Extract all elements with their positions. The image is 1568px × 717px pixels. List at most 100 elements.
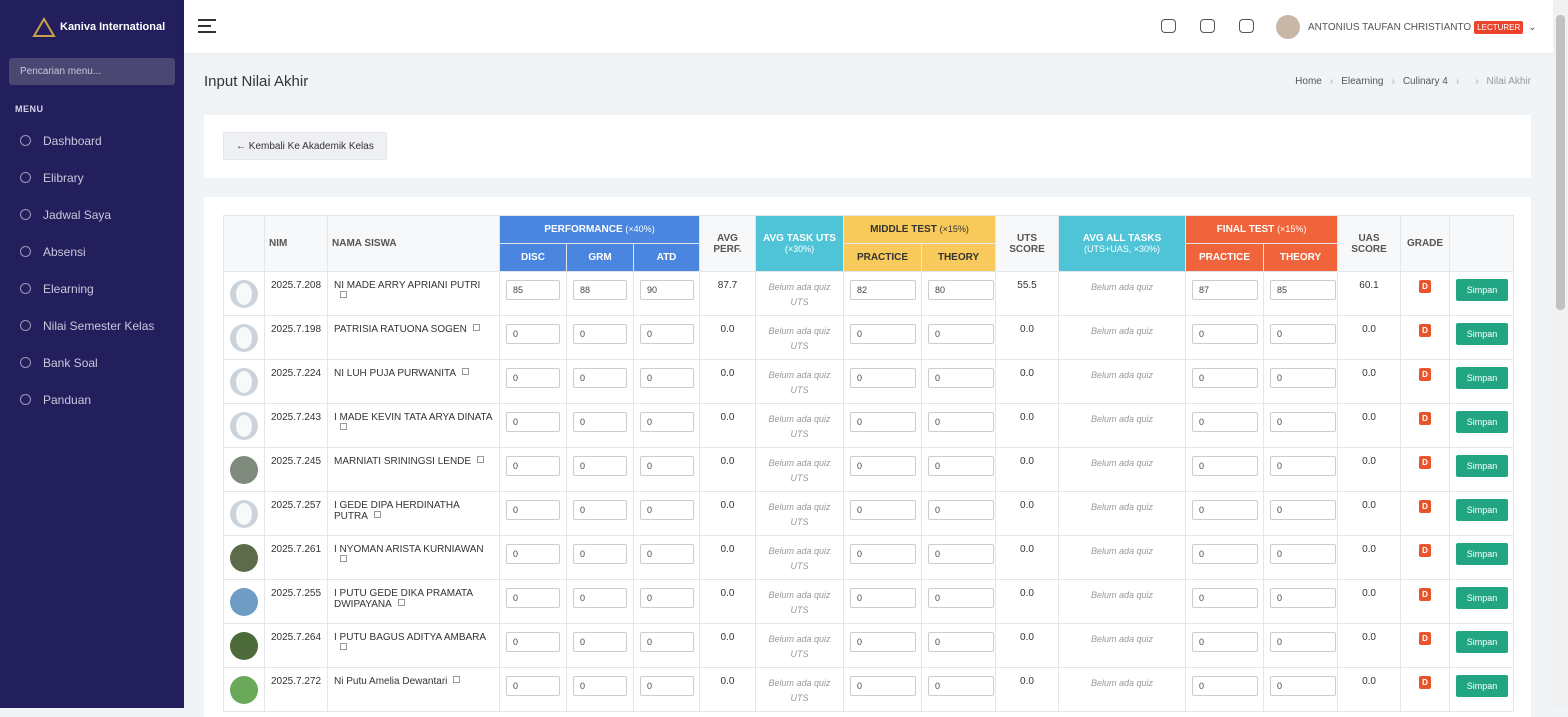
score-input[interactable]: 0	[928, 412, 994, 432]
save-button[interactable]: Simpan	[1456, 587, 1509, 609]
score-input[interactable]: 0	[640, 368, 694, 388]
score-input[interactable]: 0	[640, 676, 694, 696]
score-input[interactable]: 90	[640, 280, 694, 300]
score-input[interactable]: 82	[850, 280, 916, 300]
score-input[interactable]: 0	[640, 456, 694, 476]
score-input[interactable]: 0	[573, 456, 627, 476]
menu-item[interactable]: Absensi	[0, 233, 184, 270]
external-link[interactable]	[472, 324, 480, 331]
score-input[interactable]: 0	[506, 544, 560, 564]
save-button[interactable]: Simpan	[1456, 499, 1509, 521]
save-button[interactable]: Simpan	[1456, 411, 1509, 433]
score-input[interactable]: 0	[850, 412, 916, 432]
score-input[interactable]: 0	[506, 412, 560, 432]
score-input[interactable]: 0	[573, 368, 627, 388]
score-input[interactable]: 0	[1270, 544, 1336, 564]
score-input[interactable]: 0	[928, 456, 994, 476]
score-input[interactable]: 0	[1192, 544, 1258, 564]
score-input[interactable]: 87	[1192, 280, 1258, 300]
score-input[interactable]: 0	[850, 368, 916, 388]
score-input[interactable]: 0	[928, 368, 994, 388]
score-input[interactable]: 80	[928, 280, 994, 300]
score-input[interactable]: 0	[928, 676, 994, 696]
external-link[interactable]	[340, 423, 347, 430]
score-input[interactable]: 0	[573, 588, 627, 608]
score-input[interactable]: 0	[1192, 368, 1258, 388]
menu-toggle[interactable]	[198, 19, 216, 37]
score-input[interactable]: 0	[640, 632, 694, 652]
score-input[interactable]: 0	[1270, 588, 1336, 608]
user-menu[interactable]: ANTONIUS TAUFAN CHRISTIANTO LECTURER ⌄	[1276, 15, 1537, 39]
score-input[interactable]: 0	[928, 324, 994, 344]
menu-item[interactable]: Bank Soal	[0, 344, 184, 381]
chat-icon[interactable]	[1161, 19, 1176, 33]
score-input[interactable]: 0	[928, 632, 994, 652]
brand[interactable]: Kaniva International	[0, 0, 184, 53]
score-input[interactable]: 0	[850, 676, 916, 696]
external-link[interactable]	[397, 599, 405, 606]
score-input[interactable]: 0	[1192, 412, 1258, 432]
score-input[interactable]: 0	[850, 456, 916, 476]
score-input[interactable]: 0	[1270, 500, 1336, 520]
score-input[interactable]: 0	[506, 456, 560, 476]
score-input[interactable]: 0	[1192, 324, 1258, 344]
save-button[interactable]: Simpan	[1456, 675, 1509, 697]
score-input[interactable]: 0	[1270, 324, 1336, 344]
score-input[interactable]: 0	[1270, 632, 1336, 652]
score-input[interactable]: 0	[1270, 456, 1336, 476]
score-input[interactable]: 0	[640, 324, 694, 344]
score-input[interactable]: 0	[573, 632, 627, 652]
save-button[interactable]: Simpan	[1456, 323, 1509, 345]
menu-item[interactable]: Nilai Semester Kelas	[0, 307, 184, 344]
menu-item[interactable]: Elibrary	[0, 159, 184, 196]
external-link[interactable]	[373, 511, 381, 518]
score-input[interactable]: 0	[928, 544, 994, 564]
external-link[interactable]	[340, 643, 347, 650]
score-input[interactable]: 0	[1270, 676, 1336, 696]
score-input[interactable]: 0	[506, 500, 560, 520]
scrollbar[interactable]	[1553, 0, 1568, 708]
score-input[interactable]: 0	[850, 588, 916, 608]
save-button[interactable]: Simpan	[1456, 631, 1509, 653]
score-input[interactable]: 85	[1270, 280, 1336, 300]
score-input[interactable]: 0	[1192, 676, 1258, 696]
score-input[interactable]: 0	[928, 588, 994, 608]
score-input[interactable]: 0	[506, 588, 560, 608]
score-input[interactable]: 0	[640, 588, 694, 608]
score-input[interactable]: 0	[850, 544, 916, 564]
score-input[interactable]: 0	[573, 676, 627, 696]
score-input[interactable]: 0	[928, 500, 994, 520]
score-input[interactable]: 0	[640, 544, 694, 564]
score-input[interactable]: 0	[850, 632, 916, 652]
external-link[interactable]	[462, 368, 470, 375]
score-input[interactable]: 0	[1270, 412, 1336, 432]
score-input[interactable]: 0	[506, 632, 560, 652]
menu-item[interactable]: Dashboard	[0, 122, 184, 159]
menu-item[interactable]: Jadwal Saya	[0, 196, 184, 233]
score-input[interactable]: 0	[1270, 368, 1336, 388]
external-link[interactable]	[453, 676, 461, 683]
score-input[interactable]: 0	[850, 500, 916, 520]
save-button[interactable]: Simpan	[1456, 367, 1509, 389]
menu-item[interactable]: Elearning	[0, 270, 184, 307]
score-input[interactable]: 0	[850, 324, 916, 344]
folder-icon[interactable]	[1200, 19, 1215, 33]
score-input[interactable]: 0	[506, 676, 560, 696]
crumb[interactable]: Culinary 4	[1402, 76, 1448, 87]
score-input[interactable]: 0	[506, 368, 560, 388]
score-input[interactable]: 0	[573, 324, 627, 344]
score-input[interactable]: 0	[506, 324, 560, 344]
search-input[interactable]: Pencarian menu...	[9, 58, 175, 85]
score-input[interactable]: 0	[1192, 632, 1258, 652]
crumb[interactable]: Home	[1295, 76, 1322, 87]
save-button[interactable]: Simpan	[1456, 543, 1509, 565]
menu-item[interactable]: Panduan	[0, 381, 184, 418]
crumb[interactable]: Elearning	[1341, 76, 1384, 87]
save-button[interactable]: Simpan	[1456, 279, 1509, 301]
bell-icon[interactable]	[1239, 19, 1254, 33]
score-input[interactable]: 85	[506, 280, 560, 300]
external-link[interactable]	[340, 291, 347, 298]
score-input[interactable]: 0	[640, 412, 694, 432]
score-input[interactable]: 88	[573, 280, 627, 300]
score-input[interactable]: 0	[1192, 588, 1258, 608]
